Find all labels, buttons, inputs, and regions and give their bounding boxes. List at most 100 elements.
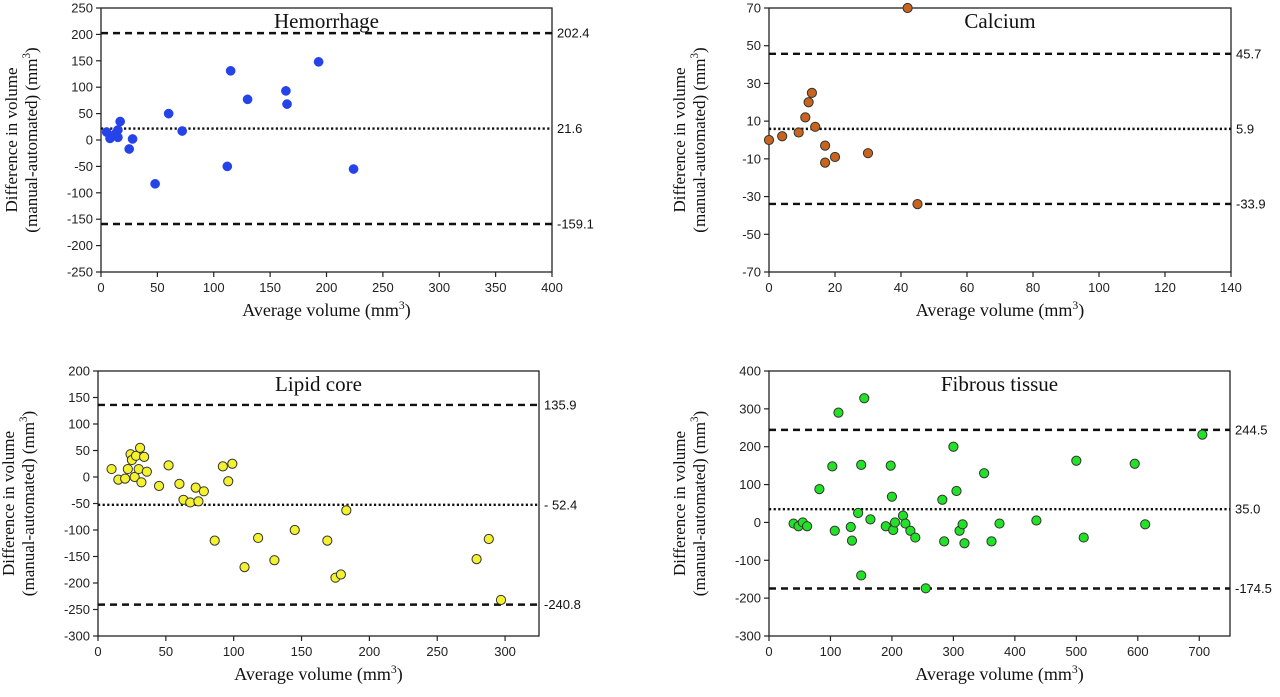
hemorrhage-y-tick-label: -150: [67, 212, 93, 227]
hemorrhage-data-point: [225, 65, 236, 76]
lipid-core-x-tick-label: 300: [494, 644, 516, 659]
calcium-y-tick-label: -10: [742, 151, 761, 166]
calcium-title: Calcium: [964, 9, 1035, 33]
lipid-core-data-point: [106, 463, 117, 475]
lipid-core-y-tick-label: 200: [68, 364, 90, 379]
fibrous-tissue-data-point: [910, 532, 921, 543]
fibrous-tissue-data-point: [856, 570, 867, 581]
fibrous-tissue-x-tick-label: 500: [1065, 644, 1087, 659]
lipid-core-data-point: [134, 442, 146, 453]
fibrous-tissue-data-point: [1129, 458, 1140, 469]
calcium-y-tick-label: -30: [742, 189, 761, 204]
fibrous-tissue-data-point: [900, 518, 911, 529]
fibrous-tissue-y-axis-label-line1: Difference in volume: [670, 431, 689, 576]
fibrous-tissue-data-point: [979, 468, 990, 479]
lipid-core-plot-frame: [97, 370, 540, 637]
fibrous-tissue-limit-label: 244.5: [1235, 422, 1268, 437]
lipid-core-data-point: [322, 535, 333, 546]
lipid-core-y-tick-label: -100: [64, 523, 90, 538]
lipid-core-data-point: [153, 480, 165, 492]
lipid-core-panel: -300 -250 -200 -150 -100 -50 0 50 100 150 200 0 50 10…: [0, 364, 581, 686]
lipid-core-y-tick-label: -150: [64, 549, 90, 564]
fibrous-tissue-data-point: [1140, 519, 1151, 530]
calcium-plot-frame: [768, 7, 1232, 273]
lipid-core-limit-label: -240.8: [544, 597, 581, 612]
fibrous-tissue-x-axis-label: Average volume (mm3): [915, 663, 1083, 685]
fibrous-tissue-y-axis-label-line2: (manual-automated) (mm3): [689, 411, 709, 596]
fibrous-tissue-data-point: [865, 514, 876, 525]
lipid-core-x-tick-label: 150: [291, 644, 313, 659]
hemorrhage-y-tick-label: -250: [67, 265, 93, 280]
calcium-data-point: [800, 112, 811, 123]
calcium-data-point: [820, 140, 831, 151]
fibrous-tissue-data-point: [885, 460, 896, 471]
lipid-core-data-point: [139, 451, 150, 462]
hemorrhage-limit-label: 202.4: [557, 26, 590, 41]
fibrous-tissue-data-point: [829, 525, 840, 536]
lipid-core-y-axis-label-line2: (manual-automated) (mm3): [18, 411, 38, 596]
lipid-core-mean-label: - 52.4: [544, 497, 577, 512]
hemorrhage-y-tick-label: 100: [71, 80, 93, 95]
hemorrhage-mean-label: 21.6: [557, 121, 582, 136]
lipid-core-y-tick-label: -300: [64, 629, 90, 644]
fibrous-tissue-y-tick-label: 200: [739, 439, 761, 454]
hemorrhage-y-tick-label: -50: [74, 159, 93, 174]
calcium-x-tick-label: 80: [1026, 280, 1040, 295]
hemorrhage-y-tick-label: 50: [79, 106, 93, 121]
calcium-data-point: [862, 148, 874, 159]
lipid-core-data-point: [122, 463, 133, 475]
hemorrhage-data-point: [281, 86, 291, 96]
calcium-data-point: [810, 121, 821, 132]
hemorrhage-x-axis-label: Average volume (mm3): [242, 299, 410, 321]
fibrous-tissue-data-point: [859, 393, 870, 404]
lipid-core-data-point: [163, 460, 174, 471]
hemorrhage-x-tick-label: 350: [485, 280, 507, 295]
fibrous-tissue-data-point: [920, 583, 931, 594]
calcium-mean-label: 5.9: [1236, 121, 1254, 136]
fibrous-tissue-y-tick-label: 100: [739, 477, 761, 492]
fibrous-tissue-y-tick-label: 400: [739, 364, 761, 379]
fibrous-tissue-limit-label: -174.5: [1235, 581, 1272, 596]
fibrous-tissue-x-tick-label: 600: [1127, 644, 1149, 659]
lipid-core-data-point: [174, 478, 185, 489]
calcium-limit-label: -33.9: [1236, 196, 1266, 211]
lipid-core-x-axis-label: Average volume (mm3): [234, 663, 402, 685]
fibrous-tissue-y-tick-label: -100: [735, 553, 761, 568]
calcium-data-point: [912, 199, 923, 210]
fibrous-tissue-x-tick-label: 200: [881, 644, 903, 659]
calcium-data-point: [793, 127, 804, 138]
calcium-y-tick-label: 30: [747, 76, 761, 91]
hemorrhage-data-point: [113, 132, 123, 143]
lipid-core-data-point: [239, 562, 250, 573]
lipid-core-data-point: [223, 476, 234, 487]
calcium-data-point: [820, 157, 831, 168]
calcium-y-tick-label: 10: [747, 114, 761, 129]
hemorrhage-data-point: [222, 161, 233, 172]
hemorrhage-x-tick-label: 0: [97, 280, 104, 295]
fibrous-tissue-data-point: [959, 538, 970, 549]
hemorrhage-data-point: [115, 116, 126, 127]
fibrous-tissue-data-point: [845, 521, 856, 533]
lipid-core-x-tick-label: 0: [94, 644, 101, 659]
lipid-core-data-point: [483, 533, 494, 545]
lipid-core-limit-label: 135.9: [544, 397, 577, 412]
calcium-y-axis-label-line2: (manual-automated) (mm3): [689, 47, 709, 232]
calcium-x-tick-label: 120: [1154, 280, 1176, 295]
calcium-x-tick-label: 100: [1088, 280, 1110, 295]
lipid-core-data-point: [217, 461, 228, 472]
calcium-y-tick-label: 70: [747, 1, 761, 16]
lipid-core-data-point: [341, 505, 352, 516]
fibrous-tissue-data-point: [846, 535, 858, 546]
calcium-y-axis-label-line1: Difference in volume: [670, 67, 689, 212]
lipid-core-data-point: [198, 486, 209, 497]
lipid-core-x-tick-label: 100: [223, 644, 245, 659]
fibrous-tissue-y-tick-label: -200: [735, 591, 761, 606]
calcium-data-point: [902, 2, 913, 14]
calcium-y-tick-label: -70: [742, 265, 761, 280]
calcium-data-point: [829, 151, 841, 163]
hemorrhage-y-axis-label-line2: (manual-automated) (mm3): [21, 47, 41, 232]
lipid-core-y-axis-label-line1: Difference in volume: [0, 431, 18, 576]
hemorrhage-data-point: [313, 57, 324, 67]
lipid-core-data-point: [193, 496, 204, 507]
